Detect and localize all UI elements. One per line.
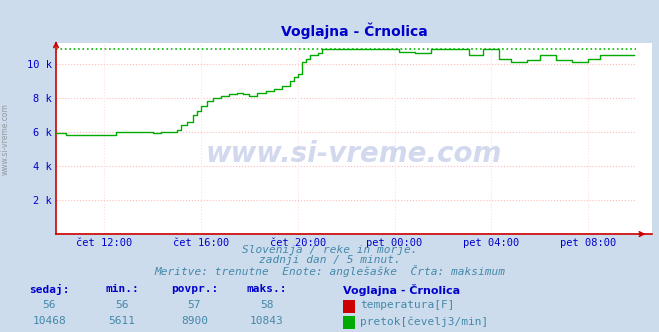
Text: www.si-vreme.com: www.si-vreme.com: [206, 140, 502, 168]
Text: pretok[čevelj3/min]: pretok[čevelj3/min]: [360, 316, 488, 327]
Text: 58: 58: [260, 300, 273, 310]
Text: 57: 57: [188, 300, 201, 310]
Text: 5611: 5611: [109, 316, 135, 326]
Text: povpr.:: povpr.:: [171, 284, 218, 294]
Text: 10468: 10468: [32, 316, 67, 326]
Text: Voglajna - Črnolica: Voglajna - Črnolica: [343, 284, 460, 296]
Text: zadnji dan / 5 minut.: zadnji dan / 5 minut.: [258, 255, 401, 265]
Text: 56: 56: [43, 300, 56, 310]
Text: www.si-vreme.com: www.si-vreme.com: [1, 104, 10, 175]
Text: 10843: 10843: [250, 316, 284, 326]
Text: 56: 56: [115, 300, 129, 310]
Text: maks.:: maks.:: [246, 284, 287, 294]
Text: sedaj:: sedaj:: [29, 284, 70, 295]
Text: Meritve: trenutne  Enote: anglešaške  Črta: maksimum: Meritve: trenutne Enote: anglešaške Črta…: [154, 265, 505, 277]
Text: min.:: min.:: [105, 284, 139, 294]
Text: 8900: 8900: [181, 316, 208, 326]
Title: Voglajna - Črnolica: Voglajna - Črnolica: [281, 23, 428, 39]
Text: Slovenija / reke in morje.: Slovenija / reke in morje.: [242, 245, 417, 255]
Text: temperatura[F]: temperatura[F]: [360, 300, 454, 310]
